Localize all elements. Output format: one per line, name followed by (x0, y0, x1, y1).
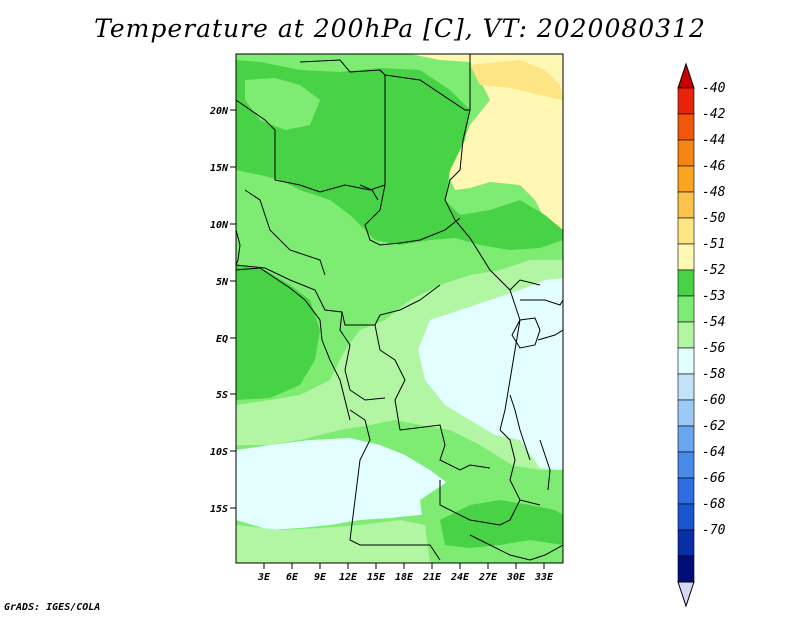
border-line (236, 264, 441, 326)
latitude-axis: 20N 15N 10N 5N EQ 5S 10S 15S (209, 106, 236, 515)
lon-label-6e: 6E (286, 572, 299, 583)
border-line (299, 59, 386, 185)
lake-victoria (511, 317, 541, 349)
colorbar-label: -40 (702, 81, 726, 96)
lon-label-27e: 27E (478, 572, 498, 583)
lat-label-eq: EQ (216, 334, 228, 345)
zone-medium-green-north-patch (245, 78, 320, 130)
coastline-west (236, 267, 351, 421)
colorbar-box (677, 191, 695, 219)
colorbar-label: -66 (702, 471, 726, 486)
coastline-west-north (236, 229, 241, 266)
zone-pale-yellow (410, 54, 563, 230)
border-line (399, 424, 491, 471)
colorbar-box (677, 529, 695, 557)
zone-light-yellow (470, 60, 563, 100)
border-line (349, 409, 441, 561)
lon-label-9e: 9E (314, 572, 327, 583)
lon-label-12e: 12E (339, 572, 358, 583)
colorbar-label: -56 (702, 341, 726, 356)
lat-label-15s: 15S (210, 504, 228, 515)
map-title: Temperature at 200hPa [C], VT: 202008031… (94, 14, 706, 43)
colorbar-box (677, 113, 695, 141)
border-line (469, 534, 563, 561)
lake-malawi (539, 439, 551, 491)
colorbar-label: -48 (702, 185, 726, 200)
colorbar-label: -60 (702, 393, 726, 408)
colorbar-label: -46 (702, 159, 726, 174)
colorbar-box (677, 477, 695, 505)
lake-tanganyika (509, 394, 531, 461)
lat-label-15n: 15N (210, 163, 229, 174)
colorbar-label: -44 (702, 133, 725, 148)
colorbar-label: -64 (702, 445, 725, 460)
border-line (499, 429, 541, 506)
colorbar-box (677, 87, 695, 115)
border-line (244, 189, 326, 276)
colorbar-label: -62 (702, 419, 726, 434)
border-line (439, 480, 521, 526)
colorbar-bottom-triangle (677, 581, 695, 608)
colorbar-box (677, 295, 695, 323)
colorbar-label: -51 (702, 237, 725, 252)
border-line (384, 54, 471, 111)
border-line (537, 329, 563, 341)
colorbar-box (677, 425, 695, 453)
colorbar-box (677, 269, 695, 297)
map-frame (235, 53, 564, 564)
colorbar-box (677, 503, 695, 531)
lake-chad (359, 184, 379, 201)
colorbar-label: -52 (702, 263, 726, 278)
border-line (236, 99, 386, 193)
colorbar-box (677, 399, 695, 427)
zone-very-light-green-sw (236, 520, 430, 563)
lat-label-5s: 5S (216, 390, 228, 401)
zone-dark-green-north (236, 60, 563, 250)
zone-light-cyan-south (236, 438, 470, 530)
colorbar-label: -53 (702, 289, 725, 304)
lon-label-21e: 21E (422, 572, 442, 583)
border-line (444, 109, 541, 291)
lon-label-24e: 24E (450, 572, 470, 583)
lat-label-20n: 20N (209, 106, 229, 117)
border-line (374, 324, 406, 431)
zone-light-cyan-east (418, 278, 563, 470)
longitude-axis: 3E 6E 9E 12E 15E 18E 21E 24E 27E 30E 33E (257, 563, 554, 583)
colorbar-box (677, 347, 695, 375)
colorbar-label: -50 (702, 211, 726, 226)
lon-label-18e: 18E (395, 572, 414, 583)
border-line (499, 289, 521, 431)
colorbar-label: -54 (702, 315, 725, 330)
colorbar-label: -42 (702, 107, 726, 122)
lon-label-3e: 3E (257, 572, 271, 583)
colorbar-box (677, 243, 695, 271)
colorbar-box (677, 217, 695, 245)
colorbar-label: -68 (702, 497, 726, 512)
colorbar-box (677, 555, 695, 583)
colorbar-label: -58 (702, 367, 726, 382)
lon-label-30e: 30E (506, 572, 526, 583)
lat-label-5n: 5N (216, 277, 229, 288)
colorbar-box (677, 165, 695, 193)
border-line (364, 184, 461, 246)
colorbar-top-triangle (677, 62, 695, 89)
colorbar-box (677, 451, 695, 479)
colorbar-box (677, 139, 695, 167)
lon-label-15e: 15E (367, 572, 386, 583)
lon-label-33e: 33E (534, 572, 554, 583)
map-area (236, 54, 563, 563)
country-borders (236, 54, 563, 561)
colorbar-box (677, 321, 695, 349)
lat-label-10s: 10S (210, 447, 228, 458)
lat-label-10n: 10N (210, 220, 229, 231)
footer-credit: GrADS: IGES/COLA (4, 602, 101, 613)
zone-dark-green-west (236, 265, 320, 400)
colorbar: -40 -42 -44 -46 -48 -50 -51 -52 -53 -54 -56 -58 -60 -… (677, 62, 726, 608)
zone-medium-green-north-patch-2 (255, 185, 345, 262)
border-line (520, 299, 563, 306)
colorbar-box (677, 373, 695, 401)
colorbar-label: -70 (702, 523, 726, 538)
border-line (339, 311, 386, 401)
